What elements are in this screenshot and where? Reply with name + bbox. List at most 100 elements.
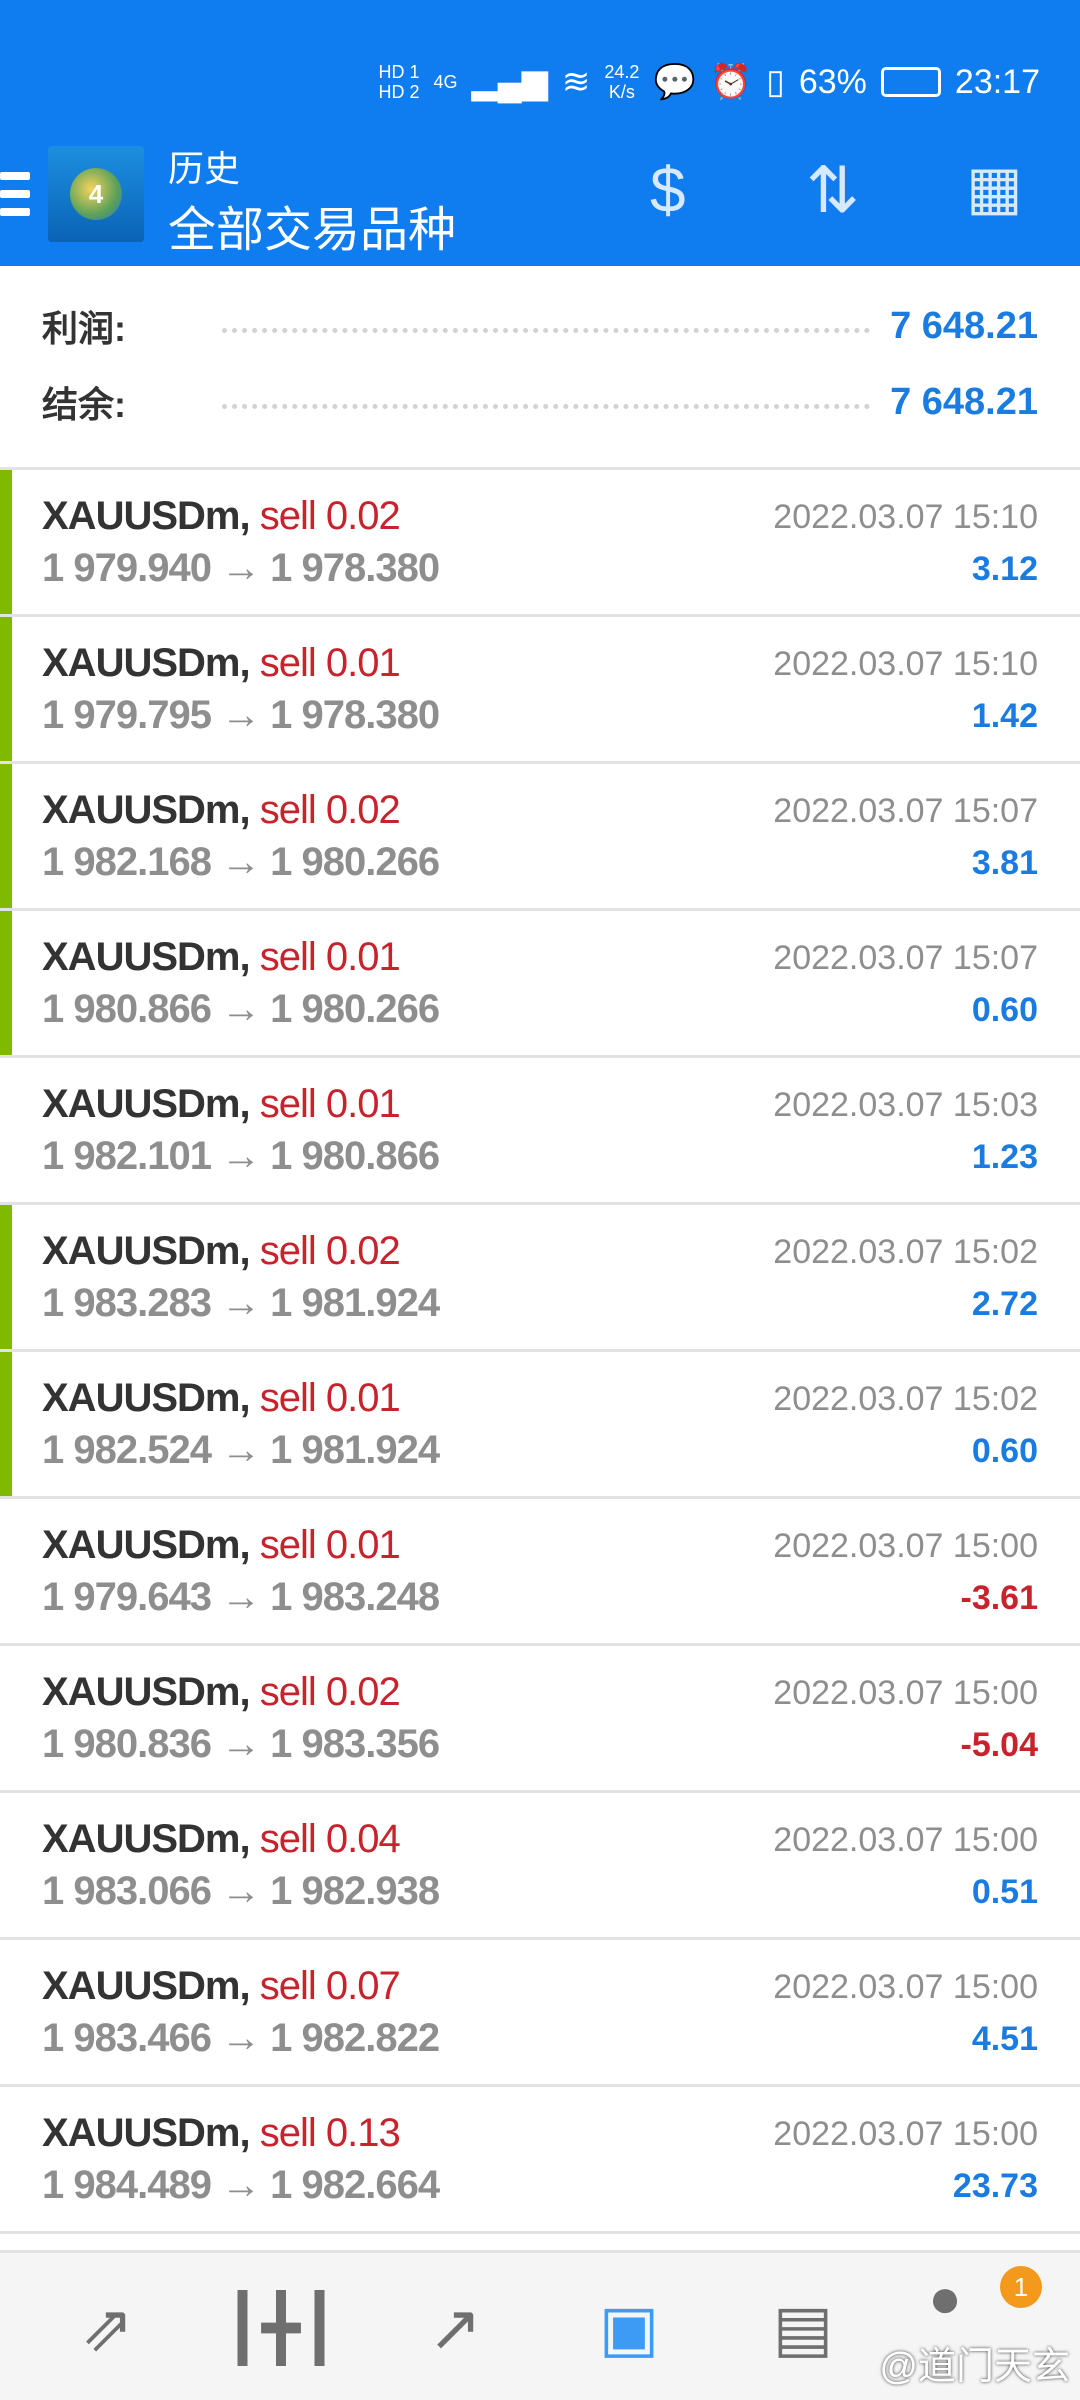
deal-symbol: XAUUSDm, sell 0.02 — [42, 1670, 401, 1715]
deal-row[interactable]: XAUUSDm, sell 0.01 1 979.643 → 1 983.248… — [0, 1499, 1080, 1646]
deal-symbol: XAUUSDm, sell 0.01 — [42, 935, 401, 980]
deal-profit: 23.73 — [952, 2167, 1038, 2205]
deal-time: 2022.03.07 15:02 — [773, 1380, 1038, 1418]
bottom-nav: ⇗ ┃╋┃ ↗ ▣ ▤ ● — [0, 2250, 1080, 2400]
summary-panel: 利润: 7 648.21 结余: 7 648.21 — [0, 266, 1080, 470]
symbol-filter[interactable]: 全部交易品种 — [168, 204, 457, 257]
deal-row[interactable]: XAUUSDm, sell 0.01 1 982.101 → 1 980.866… — [0, 1058, 1080, 1205]
deal-prices: 1 980.866 → 1 980.266 — [42, 987, 440, 1031]
calendar-icon[interactable]: ▦ — [966, 154, 1023, 221]
deal-marker — [0, 1205, 12, 1349]
deal-row[interactable]: XAUUSDm, sell 0.01 1 982.524 → 1 981.924… — [0, 1352, 1080, 1499]
news-icon[interactable]: ▤ — [772, 2292, 834, 2364]
deal-profit: 0.51 — [971, 1873, 1038, 1911]
deal-side: sell 0.01 — [259, 1082, 401, 1126]
deal-profit: 1.42 — [971, 697, 1038, 735]
network-speed: 24.2 K/s — [604, 62, 640, 102]
message-icon: 💬 — [653, 63, 696, 101]
status-bar: HD 1 HD 2 4G ▂▄▆ ≋ 24.2 K/s 💬 ⏰ ▯ 63% 23:17 — [378, 52, 1040, 112]
deal-marker — [0, 1352, 12, 1496]
deal-time: 2022.03.07 15:00 — [773, 2115, 1038, 2153]
deal-row[interactable]: XAUUSDm, sell 0.13 1 984.489 → 1 982.664… — [0, 2087, 1080, 2234]
deal-row[interactable]: XAUUSDm, sell 0.07 1 983.466 → 1 982.822… — [0, 1940, 1080, 2087]
symbol: XAUUSDm, — [42, 1670, 251, 1714]
deal-time: 2022.03.07 15:02 — [773, 1233, 1038, 1271]
deal-side: sell 0.02 — [259, 788, 401, 832]
deal-prices: 1 983.283 → 1 981.924 — [42, 1281, 440, 1325]
deal-time: 2022.03.07 15:00 — [773, 1821, 1038, 1859]
balance-row: 结余: 7 648.21 — [42, 372, 1038, 432]
deal-symbol: XAUUSDm, sell 0.13 — [42, 2111, 401, 2156]
deal-time: 2022.03.07 15:07 — [773, 939, 1038, 977]
deal-profit: 1.23 — [971, 1138, 1038, 1176]
deal-time: 2022.03.07 15:10 — [773, 498, 1038, 536]
symbol: XAUUSDm, — [42, 2111, 251, 2155]
deal-marker — [0, 911, 12, 1055]
deal-prices: 1 984.489 → 1 982.664 — [42, 2163, 440, 2207]
quotes-icon[interactable]: ⇗ — [80, 2292, 134, 2364]
deal-profit: -3.61 — [960, 1579, 1039, 1617]
watermark: @道门天玄 — [879, 2346, 1070, 2388]
deal-time: 2022.03.07 15:00 — [773, 1527, 1038, 1565]
dotted-leader — [222, 327, 871, 333]
deal-side: sell 0.01 — [259, 1376, 401, 1420]
deal-row[interactable]: XAUUSDm, sell 0.02 1 980.836 → 1 983.356… — [0, 1646, 1080, 1793]
symbol: XAUUSDm, — [42, 935, 251, 979]
deal-time: 2022.03.07 15:00 — [773, 1674, 1038, 1712]
symbol: XAUUSDm, — [42, 641, 251, 685]
deal-profit: 2.72 — [971, 1285, 1038, 1323]
deal-profit: 0.60 — [971, 1432, 1038, 1470]
deal-row[interactable]: XAUUSDm, sell 0.02 1 979.940 → 1 978.380… — [0, 470, 1080, 617]
deal-symbol: XAUUSDm, sell 0.01 — [42, 641, 401, 686]
deal-prices: 1 983.466 → 1 982.822 — [42, 2016, 440, 2060]
app-logo: 4 — [48, 146, 144, 242]
trade-icon[interactable]: ↗ — [428, 2292, 482, 2364]
top-bar: HD 1 HD 2 4G ▂▄▆ ≋ 24.2 K/s 💬 ⏰ ▯ 63% 23:17… — [0, 0, 1080, 266]
currency-exchange-icon[interactable]: $ — [650, 154, 686, 226]
deal-prices: 1 979.643 → 1 983.248 — [42, 1575, 440, 1619]
deal-side: sell 0.07 — [259, 1964, 401, 2008]
deal-symbol: XAUUSDm, sell 0.07 — [42, 1964, 401, 2009]
deal-side: sell 0.02 — [259, 1670, 401, 1714]
chart-icon[interactable]: ┃╋┃ — [223, 2292, 339, 2364]
menu-icon[interactable] — [0, 172, 30, 226]
deal-side: sell 0.01 — [259, 1523, 401, 1567]
profit-row: 利润: 7 648.21 — [42, 296, 1038, 356]
deal-symbol: XAUUSDm, sell 0.01 — [42, 1523, 401, 1568]
deal-row[interactable]: XAUUSDm, sell 0.02 1 983.283 → 1 981.924… — [0, 1205, 1080, 1352]
deal-row[interactable]: XAUUSDm, sell 0.02 1 982.168 → 1 980.266… — [0, 764, 1080, 911]
symbol: XAUUSDm, — [42, 494, 251, 538]
symbol: XAUUSDm, — [42, 1817, 251, 1861]
deal-profit: 3.12 — [971, 550, 1038, 588]
deal-row[interactable]: XAUUSDm, sell 0.04 1 983.066 → 1 982.938… — [0, 1793, 1080, 1940]
deal-marker — [0, 764, 12, 908]
symbol: XAUUSDm, — [42, 1229, 251, 1273]
deal-row[interactable]: XAUUSDm, sell 0.01 1 979.795 → 1 978.380… — [0, 617, 1080, 764]
battery-icon — [880, 67, 941, 97]
deal-prices: 1 979.940 → 1 978.380 — [42, 546, 440, 590]
deal-symbol: XAUUSDm, sell 0.01 — [42, 1376, 401, 1421]
battery-percent: 63% — [798, 62, 867, 101]
sort-icon[interactable]: ⇅ — [806, 154, 860, 226]
symbol: XAUUSDm, — [42, 788, 251, 832]
deal-profit: 3.81 — [971, 844, 1038, 882]
deal-symbol: XAUUSDm, sell 0.04 — [42, 1817, 401, 1862]
page-title: 历史 — [168, 148, 241, 189]
signal-icon: 4G — [433, 72, 458, 92]
symbol: XAUUSDm, — [42, 1082, 251, 1126]
wifi-icon: ≋ — [561, 63, 591, 101]
dotted-leader — [222, 403, 871, 409]
chat-badge: 1 — [1000, 2266, 1042, 2308]
deal-profit: 0.60 — [971, 991, 1038, 1029]
deal-side: sell 0.01 — [259, 641, 401, 685]
sim-indicator: HD 1 HD 2 — [378, 62, 420, 102]
alarm-icon: ⏰ — [709, 63, 753, 101]
deal-profit: 4.51 — [971, 2020, 1038, 2058]
deal-time: 2022.03.07 15:07 — [773, 792, 1038, 830]
vibrate-icon: ▯ — [766, 63, 785, 101]
deal-time: 2022.03.07 15:00 — [773, 1968, 1038, 2006]
history-icon[interactable]: ▣ — [598, 2292, 660, 2364]
deal-row[interactable]: XAUUSDm, sell 0.01 1 980.866 → 1 980.266… — [0, 911, 1080, 1058]
deal-symbol: XAUUSDm, sell 0.02 — [42, 494, 401, 539]
chat-icon[interactable]: ● — [928, 2266, 962, 2329]
